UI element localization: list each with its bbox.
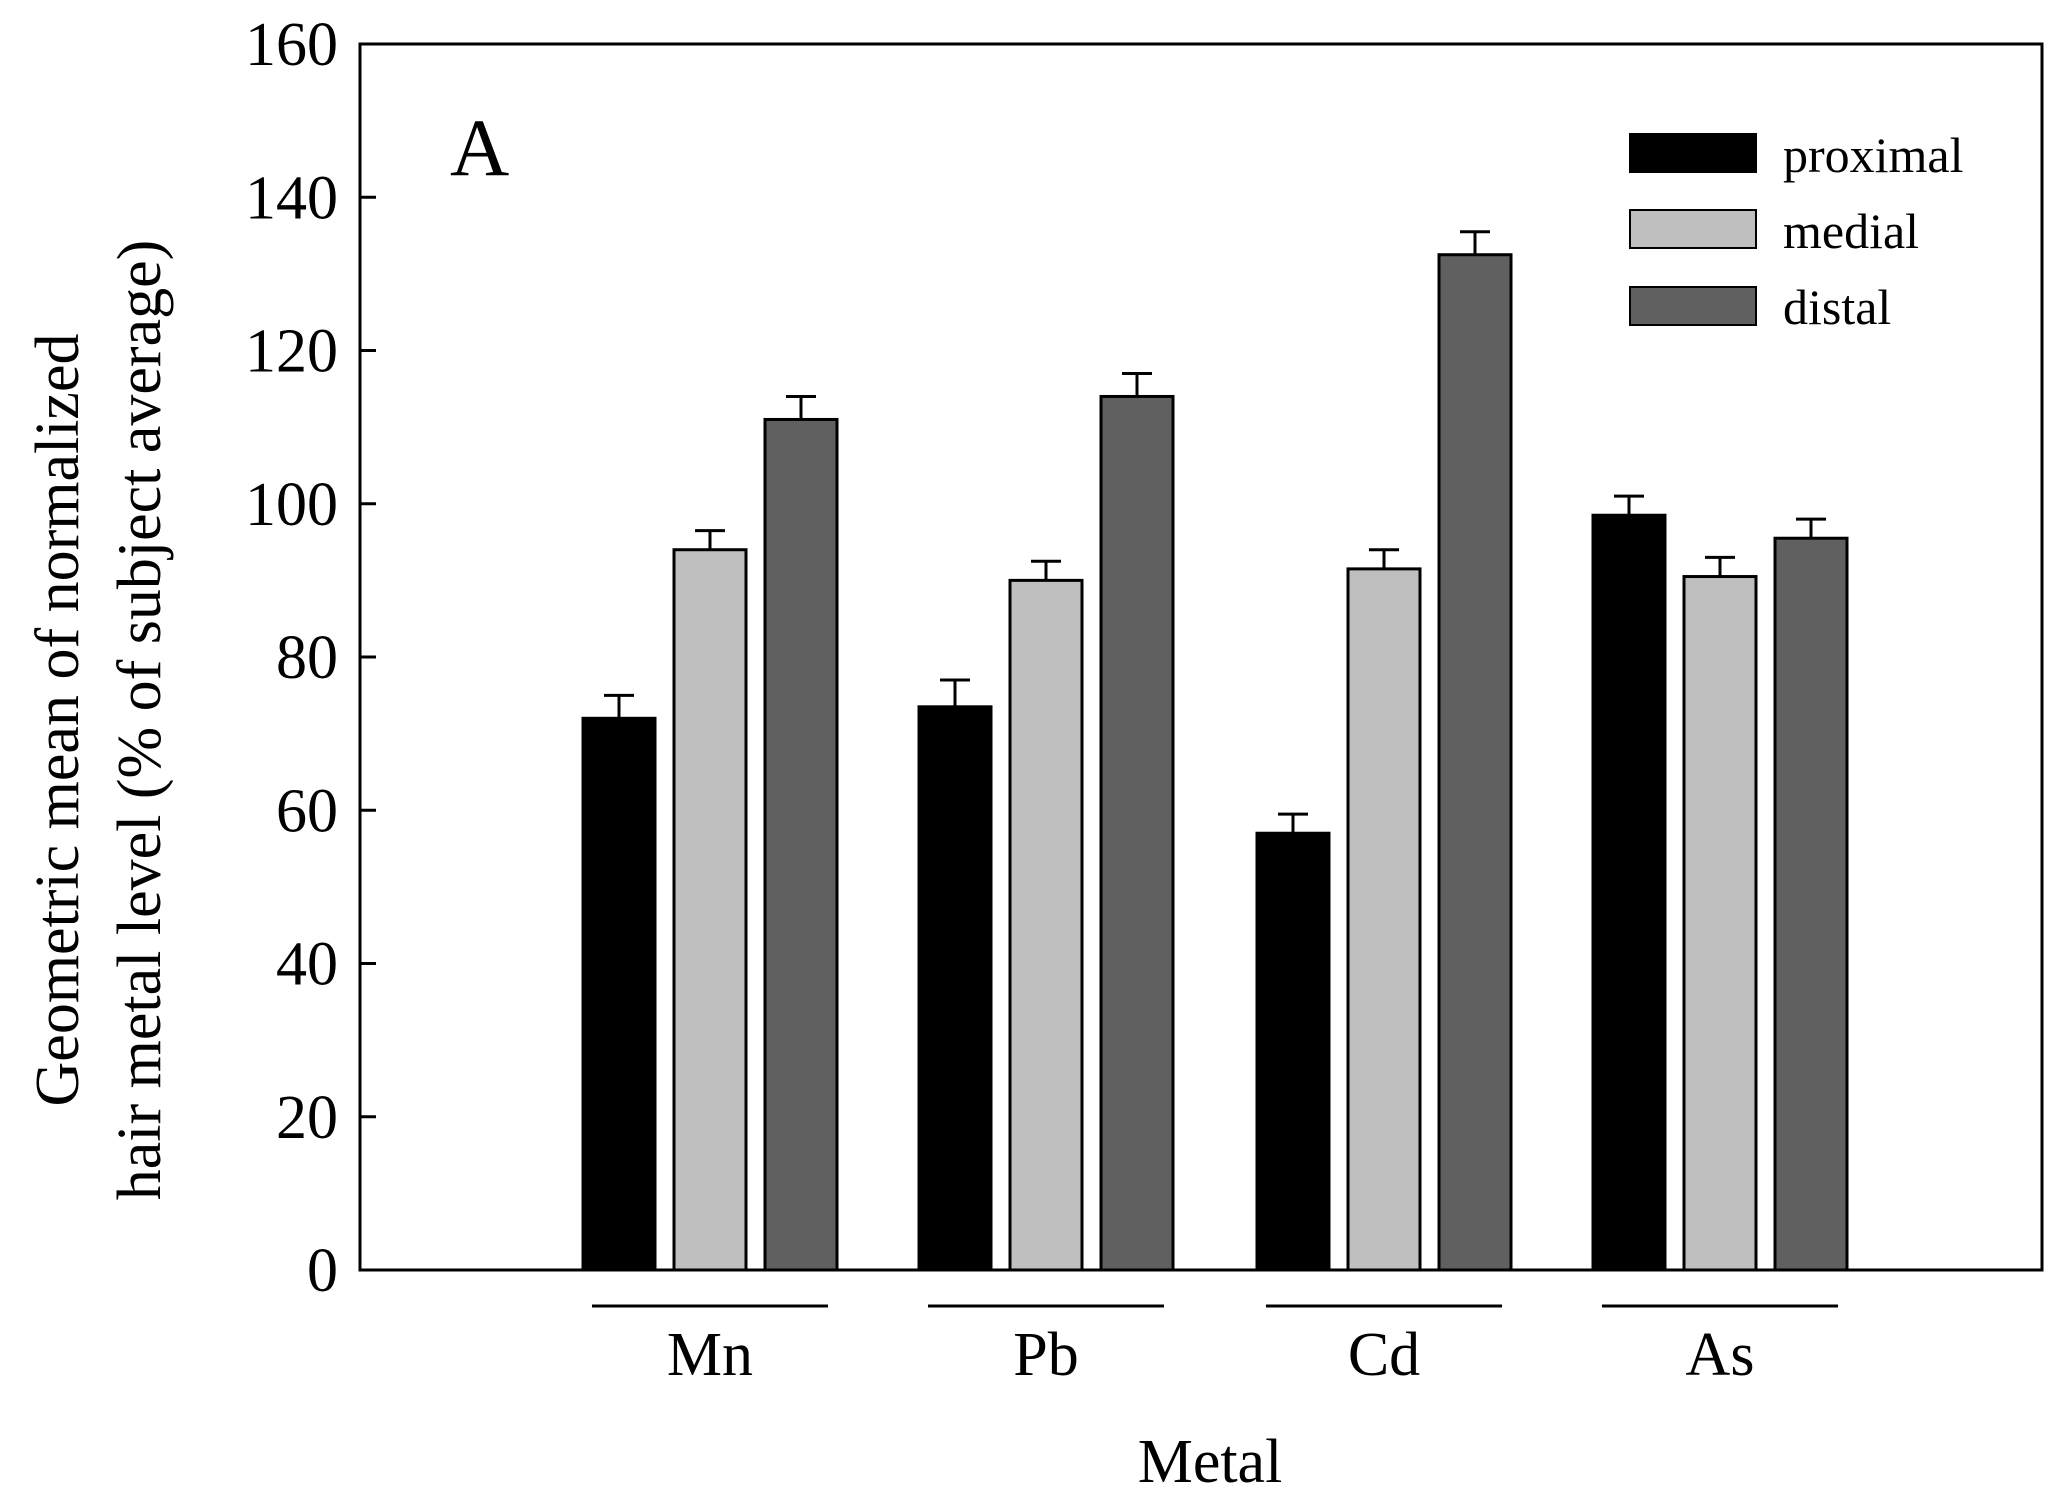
y-tick-label: 20	[276, 1084, 338, 1152]
y-axis: 0 20 40 60 80 100 120 140 160	[245, 11, 376, 1305]
bar-distal-Mn	[763, 417, 839, 1272]
bars-layer	[581, 230, 1849, 1272]
legend-label-proximal: proximal	[1783, 127, 1964, 183]
bar-proximal-As	[1591, 513, 1667, 1272]
category-label-Pb: Pb	[1013, 1321, 1078, 1389]
y-tick-label: 140	[245, 164, 338, 232]
category-label-As: As	[1686, 1321, 1755, 1389]
bar-proximal-Pb	[917, 705, 993, 1272]
y-axis-title-line-1: Geometric mean of normalized	[24, 334, 92, 1107]
legend-label-distal: distal	[1783, 279, 1891, 335]
y-tick-label: 80	[276, 624, 338, 692]
bar-distal-Cd	[1437, 253, 1513, 1272]
legend-swatch-proximal	[1629, 133, 1757, 173]
bar-proximal-Cd	[1255, 831, 1331, 1272]
legend: proximal medial distal	[1629, 127, 1964, 335]
y-tick-label: 100	[245, 471, 338, 539]
y-tick-label: 40	[276, 931, 338, 999]
legend-label-medial: medial	[1783, 203, 1919, 259]
y-axis-title-line-2: hair metal level (% of subject average)	[106, 240, 174, 1201]
x-axis-categories: Mn Pb Cd As	[592, 1304, 1838, 1389]
category-label-Cd: Cd	[1348, 1321, 1420, 1389]
legend-swatch-distal	[1629, 286, 1757, 326]
bar-distal-As	[1773, 536, 1849, 1272]
y-tick-label: 60	[276, 777, 338, 845]
bar-proximal-Mn	[581, 716, 657, 1272]
category-label-Mn: Mn	[667, 1321, 753, 1389]
legend-swatch-medial	[1629, 209, 1757, 249]
bar-medial-Cd	[1346, 567, 1422, 1272]
bar-medial-Pb	[1008, 578, 1084, 1272]
y-axis-title: Geometric mean of normalized hair metal …	[24, 240, 174, 1201]
bar-medial-As	[1682, 575, 1758, 1272]
x-axis-title: Metal	[1138, 1428, 1283, 1496]
bar-medial-Mn	[672, 548, 748, 1272]
bar-distal-Pb	[1099, 394, 1175, 1272]
y-tick-label: 160	[245, 11, 338, 79]
panel-letter: A	[450, 102, 509, 193]
y-tick-label: 0	[307, 1237, 338, 1305]
y-tick-label: 120	[245, 318, 338, 386]
